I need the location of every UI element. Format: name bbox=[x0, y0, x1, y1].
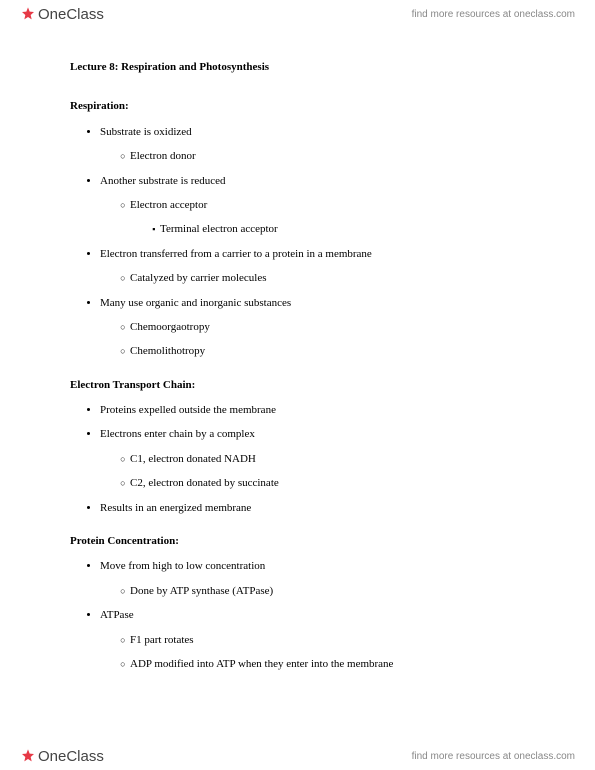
section-heading: Protein Concentration: bbox=[70, 534, 535, 549]
bullet-list-level-2: Electron acceptor Terminal electron accep… bbox=[100, 198, 535, 238]
list-item-text: C2, electron donated by succinate bbox=[130, 477, 279, 489]
list-item-text: Done by ATP synthase (ATPase) bbox=[130, 585, 273, 597]
list-item-text: Results in an energized membrane bbox=[100, 502, 251, 514]
brand-logo: OneClass bbox=[20, 6, 104, 23]
header-tagline[interactable]: find more resources at oneclass.com bbox=[412, 9, 575, 20]
list-item: Many use organic and inorganic substance… bbox=[100, 296, 535, 360]
bullet-list-level-2: Done by ATP synthase (ATPase) bbox=[100, 584, 535, 599]
brand-logo-footer: OneClass bbox=[20, 748, 104, 765]
list-item: ATPase F1 part rotates ADP modified into A… bbox=[100, 608, 535, 672]
list-item-text: Move from high to low concentration bbox=[100, 560, 265, 572]
list-item: Catalyzed by carrier molecules bbox=[130, 271, 535, 286]
list-item: Electron acceptor Terminal electron accep… bbox=[130, 198, 535, 238]
list-item-text: F1 part rotates bbox=[130, 634, 194, 646]
list-item: ADP modified into ATP when they enter in… bbox=[130, 657, 535, 672]
list-item-text: Electron donor bbox=[130, 150, 196, 162]
list-item-text: ATPase bbox=[100, 609, 134, 621]
list-item-text: Chemolithotropy bbox=[130, 345, 205, 357]
list-item-text: Many use organic and inorganic substance… bbox=[100, 297, 291, 309]
list-item: C1, electron donated NADH bbox=[130, 452, 535, 467]
section-heading: Respiration: bbox=[70, 99, 535, 114]
logo-icon bbox=[20, 6, 36, 22]
list-item-text: Electron acceptor bbox=[130, 199, 207, 211]
footer-tagline[interactable]: find more resources at oneclass.com bbox=[412, 751, 575, 762]
list-item-text: C1, electron donated NADH bbox=[130, 453, 256, 465]
sections-container: Respiration: Substrate is oxidized Electro… bbox=[70, 99, 535, 672]
list-item: Chemoorgaotropy bbox=[130, 320, 535, 335]
list-item: Electron donor bbox=[130, 149, 535, 164]
logo-icon bbox=[20, 748, 36, 764]
list-item-text: Substrate is oxidized bbox=[100, 126, 192, 138]
document-title: Lecture 8: Respiration and Photosynthesi… bbox=[70, 60, 535, 75]
list-item: Move from high to low concentration Done … bbox=[100, 559, 535, 599]
list-item: Substrate is oxidized Electron donor bbox=[100, 125, 535, 165]
bullet-list-level-2: Catalyzed by carrier molecules bbox=[100, 271, 535, 286]
list-item-text: Electron transferred from a carrier to a… bbox=[100, 248, 372, 260]
list-item: Results in an energized membrane bbox=[100, 501, 535, 516]
brand-name: OneClass bbox=[38, 6, 104, 23]
list-item: Electron transferred from a carrier to a… bbox=[100, 247, 535, 287]
bullet-list-level-1: Substrate is oxidized Electron donor Anoth… bbox=[70, 125, 535, 360]
list-item: Electrons enter chain by a complex C1, el… bbox=[100, 427, 535, 491]
document-body: Lecture 8: Respiration and Photosynthesi… bbox=[70, 60, 535, 681]
list-item: Terminal electron acceptor bbox=[160, 222, 535, 237]
bullet-list-level-1: Move from high to low concentration Done … bbox=[70, 559, 535, 672]
bullet-list-level-1: Proteins expelled outside the membrane El… bbox=[70, 403, 535, 516]
list-item: Proteins expelled outside the membrane bbox=[100, 403, 535, 418]
page-header: OneClass find more resources at oneclass… bbox=[0, 0, 595, 28]
section-heading: Electron Transport Chain: bbox=[70, 378, 535, 393]
page-footer: OneClass find more resources at oneclass… bbox=[0, 742, 595, 770]
list-item-text: Chemoorgaotropy bbox=[130, 321, 210, 333]
list-item-text: Electrons enter chain by a complex bbox=[100, 428, 255, 440]
list-item: Done by ATP synthase (ATPase) bbox=[130, 584, 535, 599]
bullet-list-level-2: Electron donor bbox=[100, 149, 535, 164]
bullet-list-level-2: Chemoorgaotropy Chemolithotropy bbox=[100, 320, 535, 360]
list-item: Chemolithotropy bbox=[130, 344, 535, 359]
list-item-text: Another substrate is reduced bbox=[100, 175, 226, 187]
bullet-list-level-2: F1 part rotates ADP modified into ATP whe… bbox=[100, 633, 535, 673]
list-item: C2, electron donated by succinate bbox=[130, 476, 535, 491]
list-item-text: ADP modified into ATP when they enter in… bbox=[130, 658, 393, 670]
list-item-text: Catalyzed by carrier molecules bbox=[130, 272, 267, 284]
bullet-list-level-2: C1, electron donated NADH C2, electron do… bbox=[100, 452, 535, 492]
list-item: F1 part rotates bbox=[130, 633, 535, 648]
list-item-text: Proteins expelled outside the membrane bbox=[100, 404, 276, 416]
bullet-list-level-3: Terminal electron acceptor bbox=[130, 222, 535, 237]
list-item: Another substrate is reduced Electron acc… bbox=[100, 174, 535, 238]
brand-name-footer: OneClass bbox=[38, 748, 104, 765]
list-item-text: Terminal electron acceptor bbox=[160, 223, 278, 235]
